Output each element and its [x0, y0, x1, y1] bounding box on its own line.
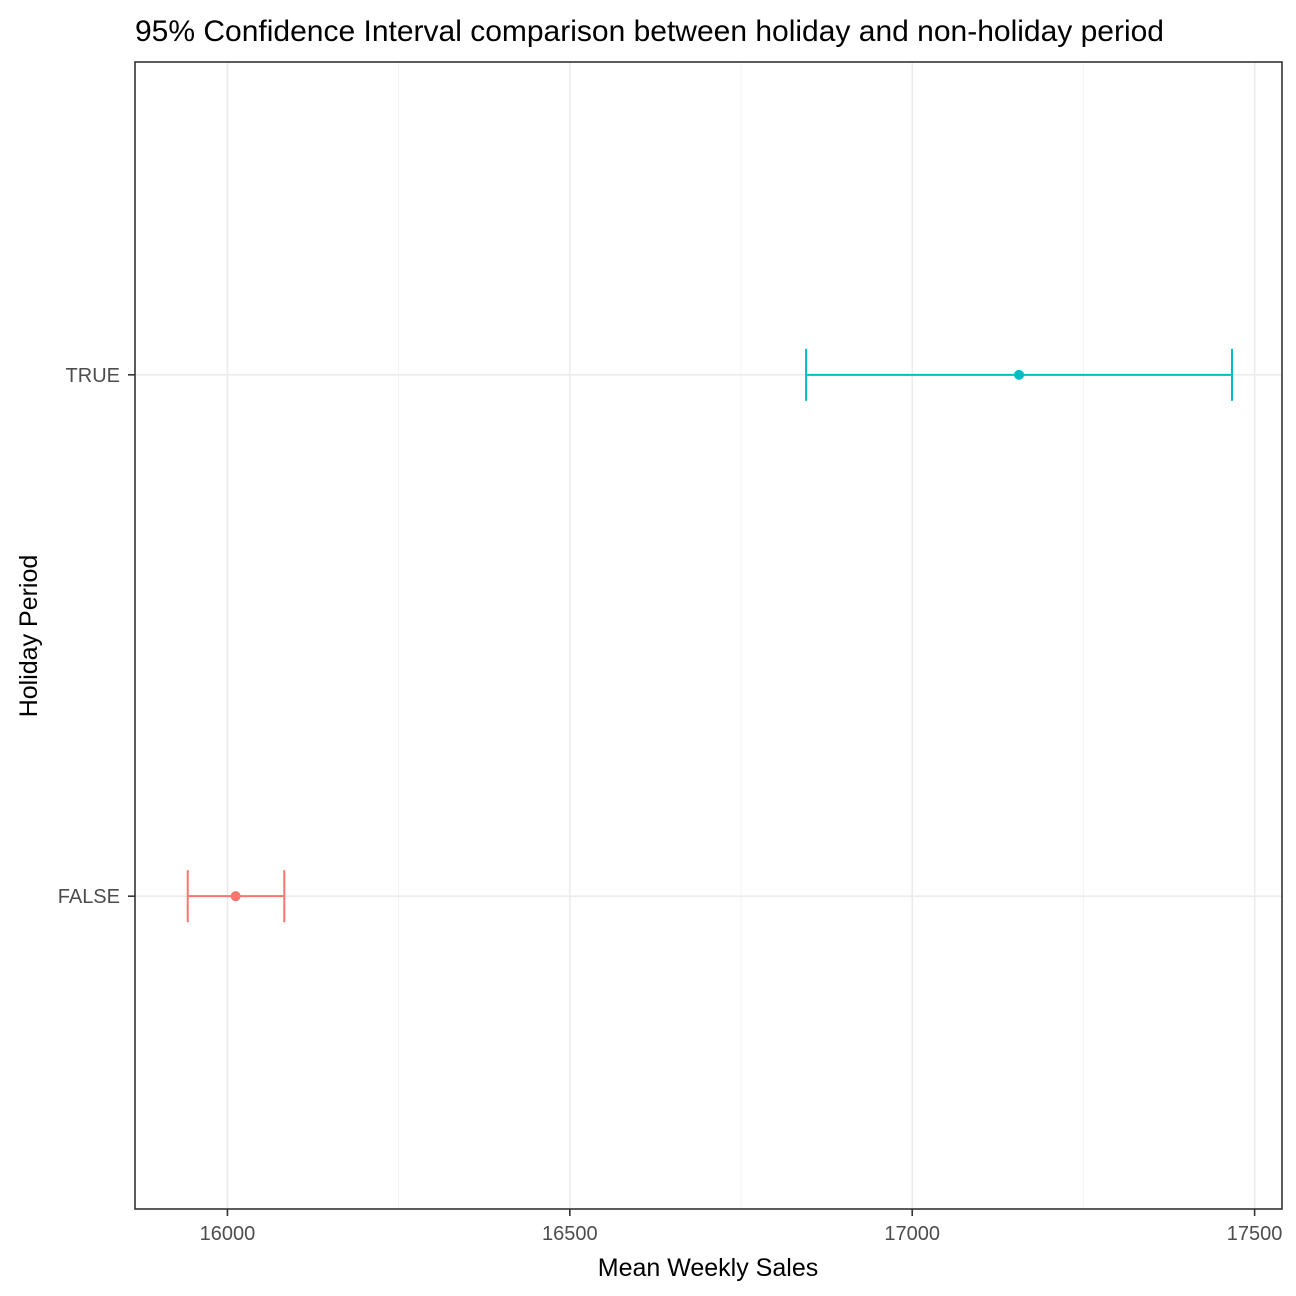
mean-point-false	[230, 891, 241, 902]
chart-title: 95% Confidence Interval comparison betwe…	[135, 15, 1164, 48]
error-bars	[186, 348, 1234, 923]
x-tick-label: 16000	[200, 1223, 256, 1245]
y-tick-label: TRUE	[66, 365, 120, 387]
x-tick-label: 17000	[884, 1223, 940, 1245]
y-tick-label: FALSE	[58, 886, 120, 908]
x-tick-label: 16500	[542, 1223, 598, 1245]
x-axis-title: Mean Weekly Sales	[598, 1254, 818, 1282]
mean-point-true	[1014, 369, 1025, 380]
panel-border	[134, 61, 1283, 1210]
y-axis-title: Holiday Period	[15, 555, 43, 718]
axes: 16000 16500 17000 17500 FALSE TRUE	[58, 365, 1283, 1245]
x-tick-label: 17500	[1227, 1223, 1283, 1245]
